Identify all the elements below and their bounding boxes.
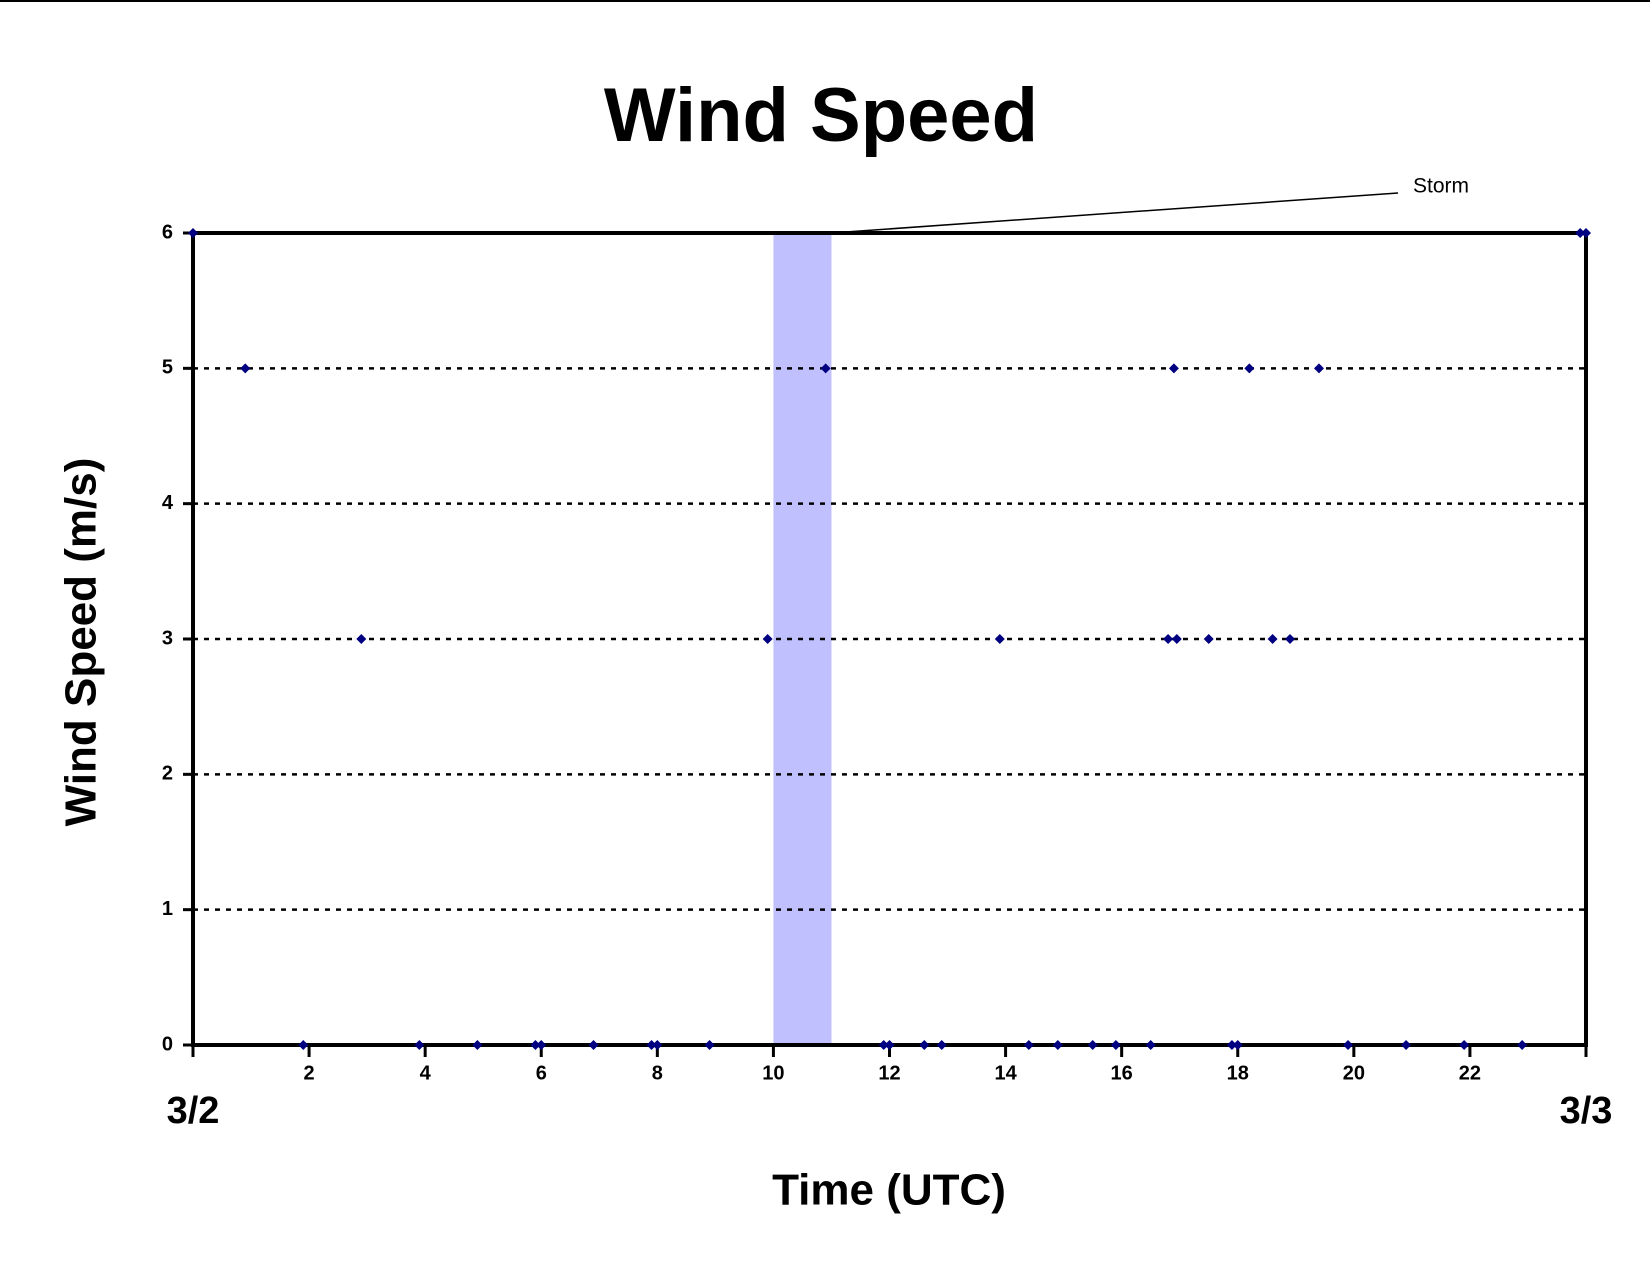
x-tick-label: 2 [304,1062,315,1084]
data-point [646,1040,657,1050]
data-point [414,1040,425,1050]
data-point [878,1040,889,1050]
data-point [536,1040,547,1050]
data-point [1168,363,1179,374]
x-tick-label: 3/2 [167,1090,220,1132]
chart-title: Wind Speed [604,73,1038,158]
x-tick-label: 3/3 [1560,1090,1613,1132]
data-point [1087,1040,1098,1050]
data-point [1244,363,1255,374]
data-point [1343,1040,1354,1050]
data-point [1459,1040,1470,1050]
y-axis-label: Wind Speed (m/s) [57,458,106,827]
data-point [1145,1040,1156,1050]
annotation-text: Storm [1413,175,1469,198]
y-tick-label: 1 [162,898,173,920]
data-point [919,1040,930,1050]
data-point [1023,1040,1034,1050]
data-point [1052,1040,1063,1050]
x-tick-label: 8 [652,1062,663,1084]
data-point [1110,1040,1121,1050]
data-point [652,1040,663,1050]
x-tick-label: 12 [878,1062,900,1084]
data-point [704,1040,715,1050]
x-tick-label: 10 [762,1062,784,1084]
data-point [1163,634,1174,644]
x-tick-label: 22 [1459,1062,1481,1084]
y-tick-label: 5 [162,357,173,379]
data-point [762,634,773,644]
data-point [936,1040,947,1050]
data-point [1284,634,1295,644]
annotation-leader [831,192,1399,234]
y-tick-label: 6 [162,221,173,243]
data-point [1226,1040,1237,1050]
data-point [1171,634,1182,644]
data-point [298,1040,309,1050]
data-point [1401,1040,1412,1050]
x-tick-label: 6 [536,1062,547,1084]
data-point [820,363,831,374]
y-tick-label: 4 [162,492,174,514]
data-point [994,634,1005,644]
data-point [1267,634,1278,644]
x-axis-label: Time (UTC) [772,1166,1006,1215]
data-point [1314,363,1325,374]
y-tick-label: 3 [162,627,173,649]
data-point [1581,228,1591,238]
data-point [1232,1040,1243,1050]
x-tick-label: 18 [1227,1062,1249,1084]
data-point [1517,1040,1528,1050]
x-tick-label: 20 [1343,1062,1365,1084]
data-point [240,363,251,374]
data-point [588,1040,599,1050]
data-point [188,228,198,238]
y-tick-label: 2 [162,763,173,785]
data-point [530,1040,541,1050]
data-point [1575,228,1586,238]
data-point [1203,634,1214,644]
x-tick-label: 4 [420,1062,432,1084]
data-point [472,1040,483,1050]
data-point [356,634,367,644]
x-tick-label: 16 [1111,1062,1133,1084]
x-tick-label: 14 [994,1062,1017,1084]
data-point [884,1040,895,1050]
y-tick-label: 0 [162,1033,173,1055]
